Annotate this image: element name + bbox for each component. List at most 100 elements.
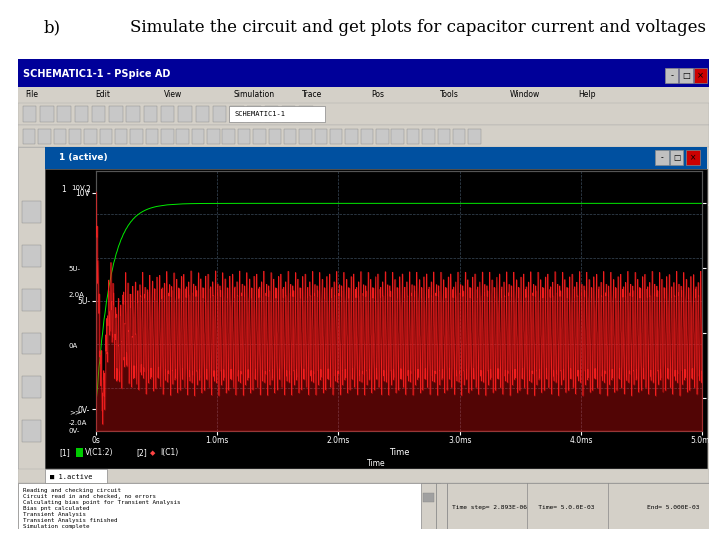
Bar xyxy=(22,289,41,310)
Bar xyxy=(22,333,41,354)
Bar xyxy=(22,376,41,398)
Bar xyxy=(670,150,683,165)
Bar xyxy=(192,129,204,144)
Text: □: □ xyxy=(683,71,690,80)
Text: Time step= 2.893E-06   Time= 5.0.0E-03              End= 5.000E-03: Time step= 2.893E-06 Time= 5.0.0E-03 End… xyxy=(452,505,699,510)
Bar xyxy=(361,129,373,144)
Text: -: - xyxy=(661,153,664,162)
Text: □: □ xyxy=(673,153,680,162)
Bar xyxy=(92,106,105,122)
Text: 0A: 0A xyxy=(69,343,78,349)
Bar xyxy=(238,129,251,144)
Bar xyxy=(23,129,35,144)
Bar xyxy=(315,129,327,144)
Text: File: File xyxy=(26,90,39,99)
Text: >>: >> xyxy=(69,409,81,415)
Bar xyxy=(18,87,709,103)
Text: ■ 1.active: ■ 1.active xyxy=(50,474,92,480)
Bar xyxy=(45,147,707,168)
Bar xyxy=(300,106,312,122)
Text: 10V: 10V xyxy=(71,185,84,191)
Text: Reading and checking circuit: Reading and checking circuit xyxy=(23,488,121,492)
Bar xyxy=(665,68,678,84)
Text: Simulate the circuit and get plots for capacitor current and voltages: Simulate the circuit and get plots for c… xyxy=(130,19,706,36)
Bar xyxy=(99,129,112,144)
Bar xyxy=(282,106,295,122)
Bar xyxy=(23,106,36,122)
X-axis label: Time: Time xyxy=(389,448,410,457)
Bar xyxy=(18,125,709,147)
Text: Transient Analysis: Transient Analysis xyxy=(23,512,86,517)
Text: Bias pnt calculated: Bias pnt calculated xyxy=(23,505,89,511)
Bar xyxy=(144,106,157,122)
Bar xyxy=(330,129,343,144)
Bar xyxy=(84,129,96,144)
Bar xyxy=(161,106,174,122)
Text: b): b) xyxy=(43,19,60,36)
Bar xyxy=(176,129,189,144)
Text: V(C1:2): V(C1:2) xyxy=(85,448,114,457)
Bar xyxy=(76,448,84,457)
Bar xyxy=(22,420,41,442)
Bar xyxy=(694,68,707,84)
Bar xyxy=(680,68,693,84)
Bar xyxy=(207,129,220,144)
Text: [1]: [1] xyxy=(59,448,70,457)
Bar xyxy=(422,129,435,144)
Bar xyxy=(423,493,433,502)
Text: Edit: Edit xyxy=(95,90,110,99)
Bar xyxy=(453,129,465,144)
Bar xyxy=(18,469,709,483)
Text: Simulation: Simulation xyxy=(233,90,274,99)
Bar xyxy=(58,106,71,122)
Bar xyxy=(145,129,158,144)
Bar xyxy=(40,106,53,122)
Text: Transient Analysis finished: Transient Analysis finished xyxy=(23,518,117,523)
Text: ×: × xyxy=(690,153,696,162)
Bar xyxy=(179,106,192,122)
Bar xyxy=(229,106,325,122)
Text: 0V-: 0V- xyxy=(69,428,80,434)
Bar xyxy=(686,150,700,165)
Text: ×: × xyxy=(697,71,704,80)
Text: 2.0A: 2.0A xyxy=(69,292,85,298)
Bar xyxy=(18,147,45,480)
Bar xyxy=(75,106,88,122)
Text: Trace: Trace xyxy=(302,90,323,99)
Text: 4.0A: 4.0A xyxy=(96,185,112,191)
Bar xyxy=(248,106,261,122)
Bar xyxy=(18,483,441,529)
Text: Circuit read in and checked, no errors: Circuit read in and checked, no errors xyxy=(23,494,156,499)
Bar xyxy=(69,129,81,144)
Bar xyxy=(22,245,41,267)
Bar xyxy=(45,469,107,483)
Bar xyxy=(468,129,481,144)
Bar xyxy=(109,106,122,122)
Text: Window: Window xyxy=(510,90,540,99)
Bar xyxy=(265,106,278,122)
Text: 5U-: 5U- xyxy=(69,266,81,273)
Text: -: - xyxy=(670,71,673,80)
Bar xyxy=(115,129,127,144)
Bar xyxy=(45,168,707,469)
Bar xyxy=(407,129,419,144)
Text: Calculating bias point for Transient Analysis: Calculating bias point for Transient Ana… xyxy=(23,500,180,505)
Text: 2: 2 xyxy=(85,185,90,194)
Bar xyxy=(421,483,436,529)
Text: ◆: ◆ xyxy=(150,450,156,456)
Text: 1: 1 xyxy=(61,185,66,194)
Bar xyxy=(376,129,389,144)
Text: [2]: [2] xyxy=(136,448,147,457)
Text: Help: Help xyxy=(579,90,596,99)
Bar xyxy=(196,106,209,122)
Bar xyxy=(53,129,66,144)
Text: I(C1): I(C1) xyxy=(160,448,179,457)
Text: SCHEMATIC1-1: SCHEMATIC1-1 xyxy=(234,111,285,117)
Bar xyxy=(130,129,143,144)
Bar xyxy=(22,201,41,223)
Bar xyxy=(253,129,266,144)
Bar xyxy=(38,129,50,144)
Text: SCHEMATIC1-1 - PSpice AD: SCHEMATIC1-1 - PSpice AD xyxy=(23,69,170,79)
Bar xyxy=(213,106,226,122)
Bar xyxy=(161,129,174,144)
